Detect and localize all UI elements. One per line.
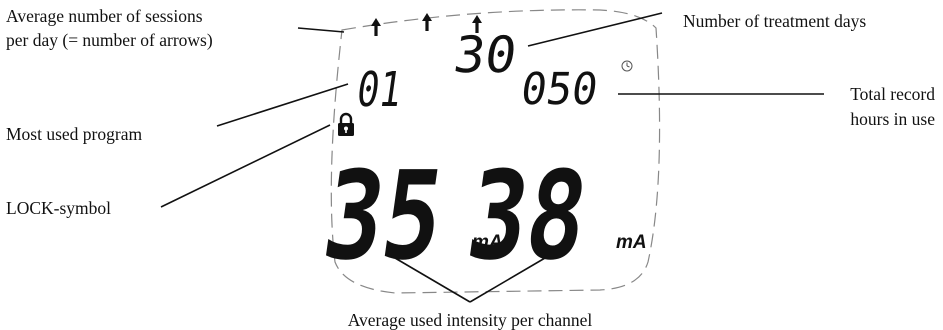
callout-treatment-days: Number of treatment days [683,11,866,31]
padlock-icon [338,112,354,136]
session-arrows [371,13,482,36]
up-arrow-icon [422,13,432,31]
callout-sessions-line1: Average number of sessions [6,6,203,26]
leader-program [216,83,349,127]
hours-value: 050 [518,64,601,115]
up-arrow-icon [371,18,381,36]
callout-lock-symbol: LOCK-symbol [6,198,111,218]
clock-icon [621,60,633,72]
program-value: 01 [353,62,405,118]
channel1-intensity-value: 35 [316,145,452,287]
callout-total-hours-line1: Total record [850,84,935,104]
callout-most-used-program: Most used program [6,124,142,144]
callout-total-hours-line2: hours in use [850,109,935,129]
channel2-unit: mA [616,232,647,253]
leader-lock [160,124,331,208]
callout-sessions-line2: per day (= number of arrows) [6,30,213,50]
leader-intensity-right [469,257,546,303]
callout-avg-intensity: Average used intensity per channel [348,310,593,330]
leader-lines [160,12,824,303]
leader-treatment-days [527,12,663,47]
treatment-days-value: 30 [450,25,520,84]
lcd-screen-outline [330,9,661,294]
leader-sessions [297,27,345,33]
leader-intensity-left [394,257,471,303]
channel1-unit: mA [472,232,503,253]
up-arrow-icon [472,15,482,33]
channel2-intensity-value: 38 [460,145,596,287]
